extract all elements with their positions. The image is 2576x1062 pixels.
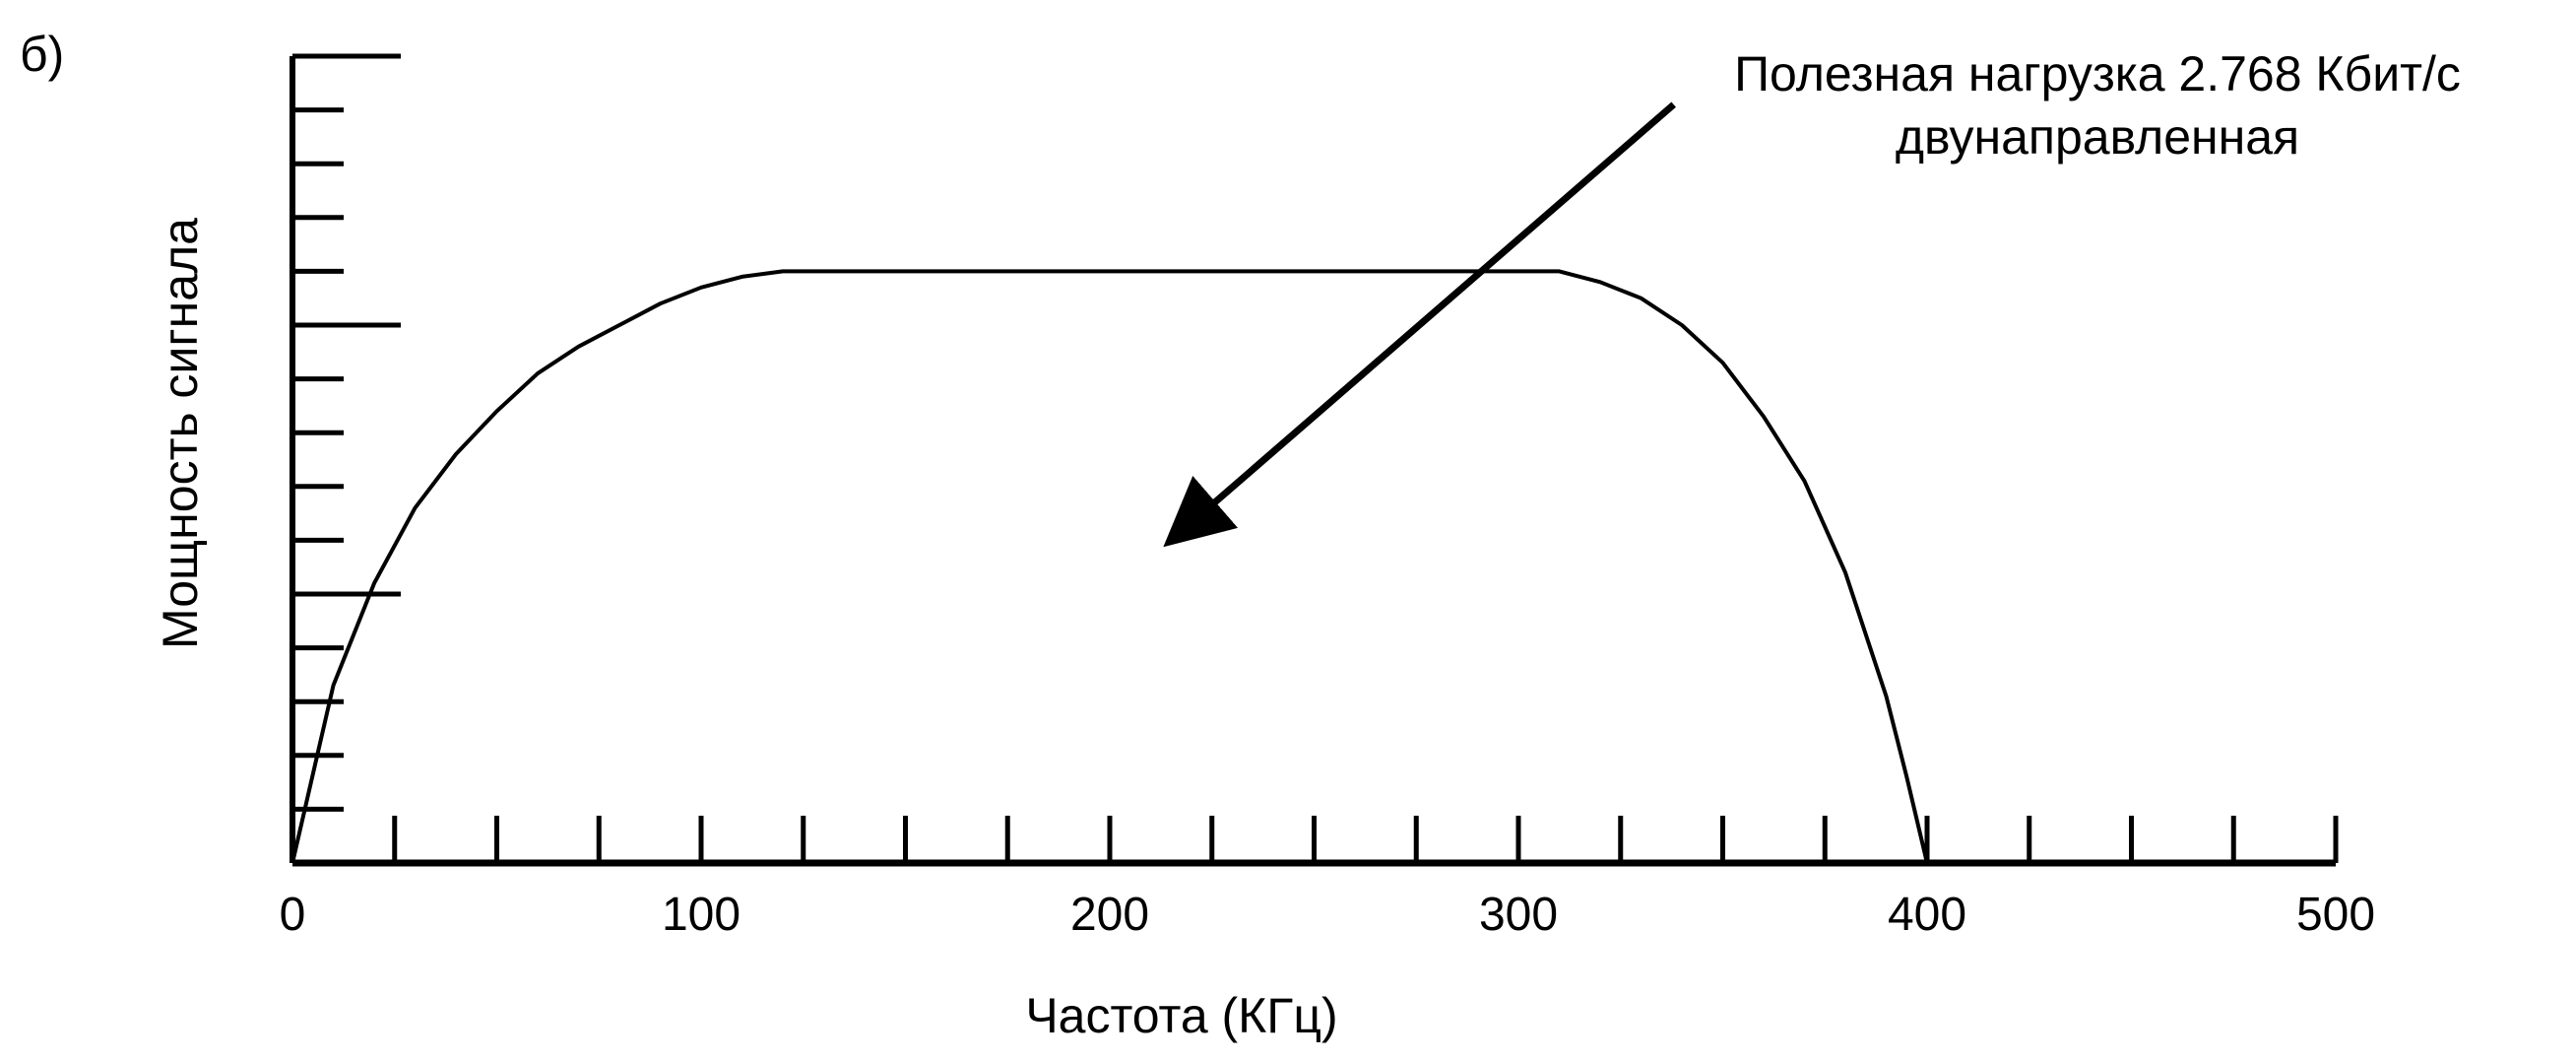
- axes: [290, 56, 2336, 867]
- x-tick-label: 200: [1070, 889, 1149, 941]
- y-axis-label: Мощность сигнала: [153, 218, 208, 649]
- x-tick-labels: 0 100 200 300 400 500: [280, 889, 2375, 941]
- annotation-layer: Полезная нагрузка 2.768 Кбит/с двунаправл…: [1163, 46, 2461, 548]
- panel-label: б): [20, 27, 64, 82]
- annotation: Полезная нагрузка 2.768 Кбит/с двунаправл…: [1163, 46, 2461, 548]
- x-ticks: [392, 816, 2339, 863]
- series-layer: [290, 269, 1929, 864]
- x-tick-label: 100: [662, 889, 741, 941]
- x-tick-label: 300: [1479, 889, 1558, 941]
- annotation-text: Полезная нагрузка 2.768 Кбит/с: [1734, 46, 2461, 101]
- x-axis-label: Частота (КГц): [1025, 988, 1337, 1043]
- x-tick-label: 400: [1888, 889, 1966, 941]
- annotation-text: двунаправленная: [1896, 109, 2299, 165]
- y-ticks: [292, 53, 401, 812]
- series-curve: [290, 269, 1929, 864]
- x-tick-label: 500: [2296, 889, 2375, 941]
- annotation-arrow: [1163, 101, 1676, 548]
- x-tick-label: 0: [280, 889, 306, 941]
